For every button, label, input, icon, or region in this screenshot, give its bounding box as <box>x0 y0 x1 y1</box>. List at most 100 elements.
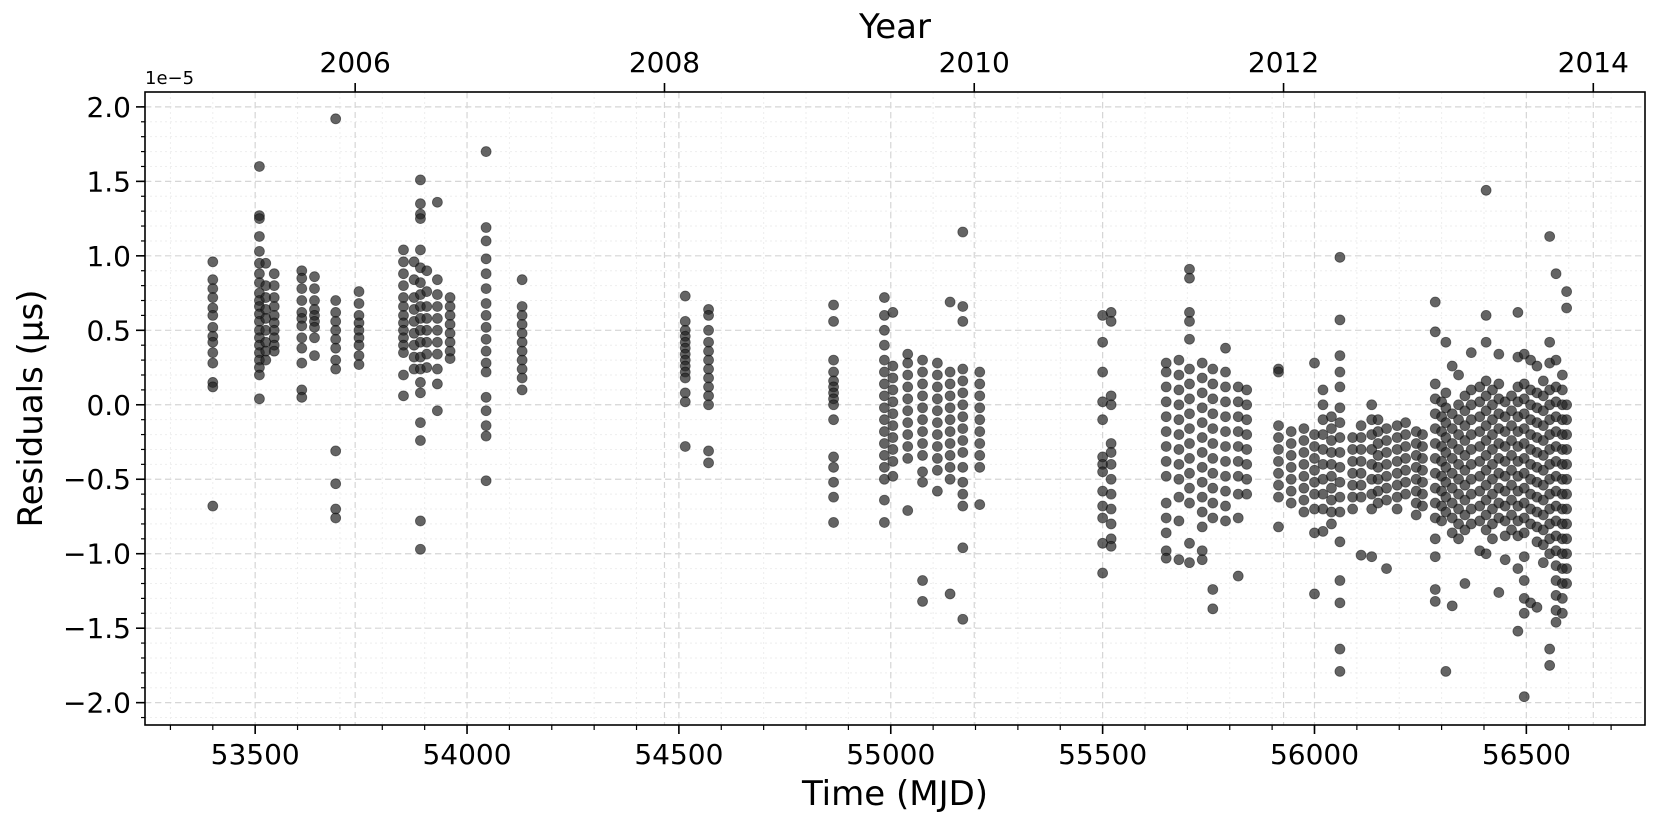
data-point <box>1493 378 1505 390</box>
data-point <box>902 405 914 417</box>
data-point <box>828 399 839 411</box>
data-point <box>1207 584 1219 595</box>
data-point <box>254 231 265 242</box>
data-point <box>1550 354 1562 366</box>
data-point <box>944 461 956 473</box>
data-point <box>887 432 899 443</box>
data-point <box>1512 563 1524 575</box>
data-point <box>887 408 899 420</box>
data-point <box>1160 552 1172 564</box>
data-point <box>1355 432 1367 443</box>
data-point <box>254 393 265 405</box>
data-point <box>1298 435 1310 446</box>
top-x-tick-label: 2014 <box>1558 46 1629 79</box>
data-point <box>260 257 272 269</box>
data-point <box>207 283 219 295</box>
data-point <box>1326 482 1337 494</box>
data-point <box>1105 488 1117 500</box>
data-point <box>703 381 714 393</box>
data-point <box>828 491 839 503</box>
data-point <box>431 312 443 324</box>
data-point <box>902 429 914 440</box>
data-point <box>879 354 890 366</box>
data-point <box>1220 342 1231 354</box>
data-point <box>1184 263 1195 275</box>
data-point <box>1196 545 1208 557</box>
y-tick-label: 2.0 <box>86 91 131 124</box>
data-point <box>431 336 443 348</box>
data-point <box>398 280 409 292</box>
data-point <box>879 324 890 336</box>
data-point <box>917 466 928 478</box>
data-point <box>1220 455 1231 467</box>
data-point <box>516 301 528 312</box>
data-point <box>421 336 433 348</box>
data-point <box>974 402 986 414</box>
data-point <box>902 505 914 516</box>
data-point <box>415 174 426 186</box>
data-point <box>1372 414 1384 426</box>
data-point <box>421 362 433 373</box>
data-point <box>974 414 986 426</box>
data-point <box>1105 447 1117 458</box>
data-point <box>1326 470 1337 482</box>
data-point <box>415 387 426 399</box>
data-point <box>1544 336 1556 348</box>
data-point <box>309 283 320 295</box>
data-point <box>931 452 943 464</box>
data-point <box>917 366 928 378</box>
data-point <box>431 196 443 208</box>
data-point <box>1355 467 1367 479</box>
data-point <box>1105 473 1117 485</box>
data-point <box>1465 347 1477 359</box>
data-point <box>703 457 714 469</box>
data-point <box>1105 390 1117 402</box>
data-point <box>1207 393 1219 405</box>
data-point <box>330 478 342 490</box>
data-point <box>1400 488 1411 500</box>
data-point <box>1160 357 1172 369</box>
data-point <box>1334 461 1346 473</box>
data-point <box>415 244 426 256</box>
x-tick-label: 56500 <box>1482 738 1571 771</box>
data-point <box>353 286 365 297</box>
data-point <box>516 327 528 339</box>
data-point <box>1196 506 1208 518</box>
data-point <box>931 417 943 429</box>
data-point <box>974 378 986 390</box>
data-point <box>398 256 409 268</box>
data-point <box>353 350 365 362</box>
data-point <box>1317 399 1329 411</box>
data-point <box>1537 375 1549 387</box>
data-point <box>1355 491 1367 503</box>
data-point <box>1355 420 1367 432</box>
data-point <box>1309 452 1320 464</box>
data-point <box>917 450 928 461</box>
data-point <box>1184 557 1195 569</box>
data-point <box>1184 452 1195 464</box>
data-point <box>957 226 969 238</box>
top-x-tick-label: 2012 <box>1248 46 1319 79</box>
data-point <box>1355 444 1367 455</box>
data-point <box>1160 455 1172 467</box>
data-point <box>1400 417 1411 429</box>
data-point <box>444 318 456 330</box>
data-point <box>944 588 956 600</box>
data-point <box>268 292 280 303</box>
y-axis-title: Residuals (µs) <box>11 290 51 528</box>
data-point <box>879 414 890 426</box>
data-point <box>887 360 899 372</box>
data-point <box>207 292 219 303</box>
data-point <box>1241 429 1253 440</box>
top-x-tick-label: 2006 <box>320 46 391 79</box>
data-point <box>1531 360 1543 372</box>
data-point <box>1220 470 1231 482</box>
data-point <box>1220 381 1231 393</box>
data-point <box>879 402 890 414</box>
data-point <box>679 290 691 302</box>
data-point <box>1273 420 1284 432</box>
data-point <box>902 369 914 381</box>
data-point <box>1285 438 1297 449</box>
data-point <box>1417 500 1428 512</box>
data-point <box>480 357 492 369</box>
